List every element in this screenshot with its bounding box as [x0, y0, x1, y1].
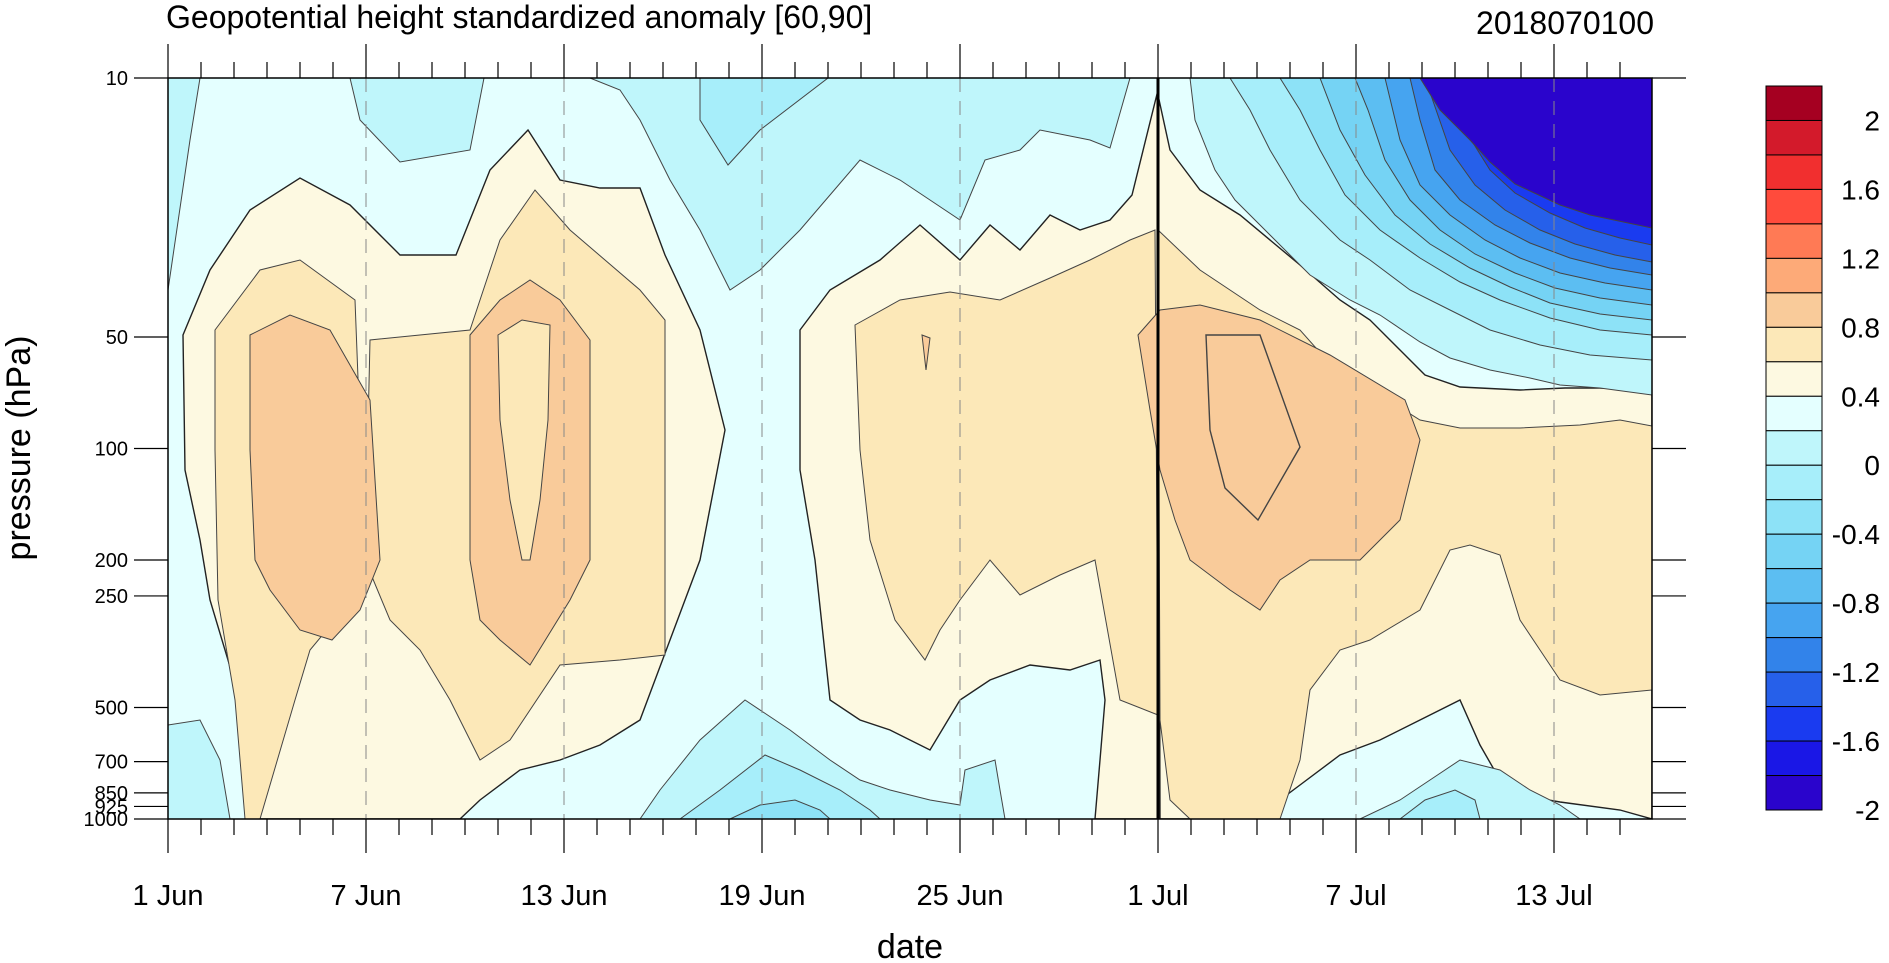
x-grid: [365, 78, 1555, 819]
chart-title: Geopotential height standardized anomaly…: [166, 0, 872, 35]
contour-neg06-bottom-right: [1399, 789, 1481, 819]
y-tick-label: 850: [95, 783, 128, 805]
colorbar-label: 1.2: [1841, 243, 1880, 274]
colorbar: 2 1.6 1.2 0.8 0.4 0 -0.4 -0.8 -1.2 -1.6 -2: [1765, 85, 1880, 826]
y-tick-label: 50: [106, 327, 128, 349]
colorbar-swatch: [1765, 85, 1823, 121]
colorbar-swatch: [1765, 740, 1823, 777]
x-tick-label: 1 Jun: [133, 880, 204, 912]
init-date-label: 2018070100: [1476, 5, 1654, 41]
colorbar-label: 2: [1864, 105, 1880, 136]
y-tick-label: 100: [95, 439, 128, 461]
colorbar-swatch: [1765, 223, 1823, 259]
colorbar-swatch: [1765, 602, 1823, 639]
y-tick-label: 10: [106, 68, 128, 90]
x-tick-label: 7 Jul: [1325, 880, 1386, 912]
y-tick-label: 500: [95, 697, 128, 719]
x-axis-label: date: [877, 928, 943, 963]
x-tick-label: 13 Jun: [520, 880, 607, 912]
colorbar-label: -0.4: [1832, 519, 1880, 550]
contour-neg06-top: [699, 78, 829, 166]
contour-neg06-bottom-mid: [679, 754, 881, 819]
colorbar-label: 1.6: [1841, 174, 1880, 205]
y-tick-label: 1000: [84, 809, 129, 831]
colorbar-swatch: [1765, 361, 1823, 397]
colorbar-swatch: [1765, 637, 1823, 673]
contour-pos08-right: [1205, 334, 1301, 522]
colorbar-label: 0.4: [1841, 381, 1880, 412]
colorbar-label: -2: [1855, 795, 1880, 826]
x-tick-label: 19 Jun: [718, 880, 805, 912]
colorbar-label: -1.6: [1832, 726, 1880, 757]
colorbar-swatch: [1765, 292, 1823, 328]
x-axis: 1 Jun 7 Jun 13 Jun 19 Jun 25 Jun 1 Jul 7 Jul 13…: [133, 44, 1621, 912]
colorbar-label: -1.2: [1832, 657, 1880, 688]
colorbar-swatch: [1765, 430, 1823, 466]
contour-neg04-bottom-left: [168, 719, 231, 819]
colorbar-swatch: [1765, 119, 1823, 156]
colorbar-swatch: [1765, 188, 1823, 225]
x-tick-label: 13 Jul: [1515, 880, 1592, 912]
colorbar-swatch: [1765, 568, 1823, 604]
colorbar-swatch: [1765, 533, 1823, 570]
colorbar-swatch: [1765, 499, 1823, 535]
contour-pos08-left: [497, 319, 551, 561]
contour-neg04-bottom-right: [1359, 759, 1581, 819]
y-tick-label: 925: [95, 796, 128, 818]
contour-neg04-top-1: [349, 78, 485, 163]
colorbar-label: 0.8: [1841, 312, 1880, 343]
colorbar-label: -0.8: [1832, 588, 1880, 619]
x-tick-label: 7 Jun: [331, 880, 402, 912]
contour-pos06-left-1: [249, 314, 381, 641]
colorbar-swatch: [1765, 257, 1823, 294]
colorbar-swatch: [1765, 706, 1823, 742]
y-tick-label: 700: [95, 752, 128, 774]
contour-neg20-right: [1419, 78, 1652, 229]
plot-area: [168, 78, 1652, 819]
y-axis-label: pressure (hPa): [0, 336, 38, 561]
contour-neg04-left-top: [168, 78, 201, 291]
contour-neg08-bottom-mid: [729, 799, 831, 819]
colorbar-swatch: [1765, 154, 1823, 190]
colorbar-swatch: [1765, 326, 1823, 363]
colorbar-swatch: [1765, 671, 1823, 708]
y-tick-label: 250: [95, 586, 128, 608]
contour-pos04-mid: [854, 229, 1159, 716]
colorbar-swatch: [1765, 464, 1823, 501]
colorbar-swatch: [1765, 395, 1823, 432]
x-tick-label: 1 Jul: [1127, 880, 1188, 912]
x-tick-label: 25 Jun: [916, 880, 1003, 912]
colorbar-swatch: [1765, 775, 1823, 811]
colorbar-label: 0: [1864, 450, 1880, 481]
contour-pos06-mid-dot: [921, 334, 931, 371]
y-tick-label: 200: [95, 550, 128, 572]
